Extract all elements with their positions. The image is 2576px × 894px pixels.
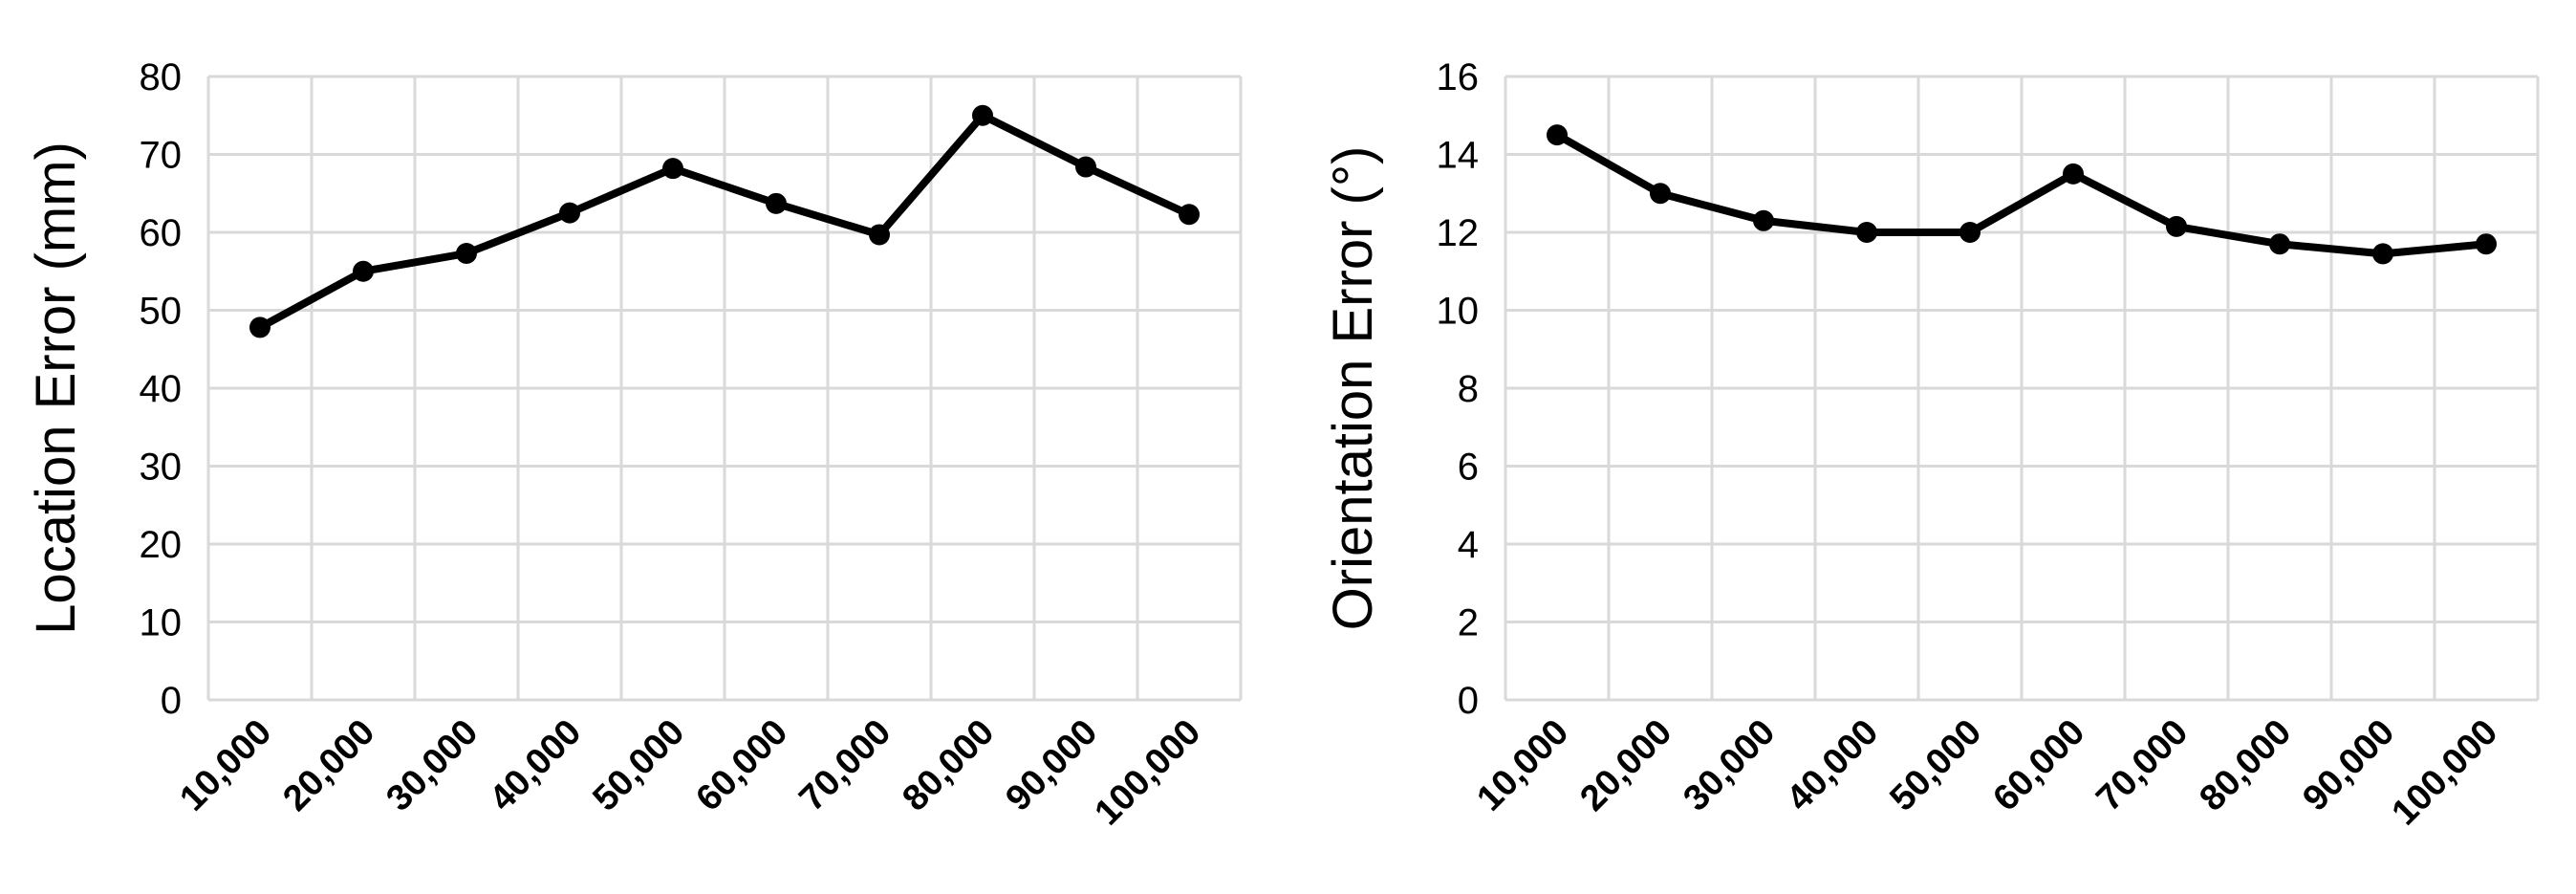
y-tick-label: 10 xyxy=(1437,291,1480,333)
y-tick-label: 20 xyxy=(140,524,183,566)
y-tick-label: 0 xyxy=(1458,680,1479,722)
x-tick-label: 80,000 xyxy=(895,712,1002,819)
data-point xyxy=(2269,233,2290,255)
x-tick-label: 50,000 xyxy=(585,712,692,819)
y-tick-label: 16 xyxy=(1437,56,1480,98)
y-tick-label: 14 xyxy=(1437,135,1480,177)
series-line xyxy=(256,111,1193,332)
series-line xyxy=(1553,131,2490,258)
data-point xyxy=(1179,204,1200,226)
y-tick-label: 60 xyxy=(140,212,183,254)
x-tick-label: 70,000 xyxy=(2089,712,2196,819)
data-point xyxy=(972,104,993,126)
x-tick-label: 30,000 xyxy=(379,712,486,819)
x-tick-label: 10,000 xyxy=(172,712,279,819)
y-axis-label: Orientation Error (°) xyxy=(1322,146,1384,631)
y-tick-label: 70 xyxy=(140,135,183,177)
x-tick-label: 100,000 xyxy=(2385,712,2506,834)
y-tick-label: 2 xyxy=(1458,602,1479,644)
x-tick-label: 20,000 xyxy=(275,712,382,819)
location-error-chart: 0 10 20 30 40 50 60 70 80 10,00020,00030,00040,00… xyxy=(25,56,1243,834)
y-tick-label: 4 xyxy=(1458,524,1479,566)
data-point xyxy=(1753,209,1774,231)
data-point xyxy=(662,158,683,180)
data-point xyxy=(456,243,477,265)
data-point xyxy=(559,202,580,224)
data-point xyxy=(1856,222,1877,243)
x-tick-label: 60,000 xyxy=(688,712,795,819)
y-tick-label: 0 xyxy=(161,680,182,722)
data-point xyxy=(1075,156,1096,178)
x-tick-label: 30,000 xyxy=(1676,712,1783,819)
data-point xyxy=(869,224,890,246)
y-tick-label: 30 xyxy=(140,447,183,489)
y-tick-label: 50 xyxy=(140,291,183,333)
x-tick-label: 80,000 xyxy=(2192,712,2299,819)
x-tick-label: 40,000 xyxy=(482,712,589,819)
y-tick-label: 8 xyxy=(1458,368,1479,410)
data-point xyxy=(1547,124,1568,146)
data-point xyxy=(766,192,787,214)
data-point xyxy=(2476,233,2497,255)
data-point xyxy=(1959,222,1981,243)
y-tick-label: 12 xyxy=(1437,212,1480,254)
x-tick-label: 100,000 xyxy=(1088,712,1209,834)
x-tick-label: 70,000 xyxy=(791,712,898,819)
x-tick-label: 20,000 xyxy=(1572,712,1679,819)
y-axis-label: Location Error (mm) xyxy=(25,142,87,635)
data-point xyxy=(1650,183,1671,205)
x-tick-label: 50,000 xyxy=(1882,712,1989,819)
y-tick-label: 10 xyxy=(140,602,183,644)
y-tick-label: 6 xyxy=(1458,447,1479,489)
data-point xyxy=(2063,163,2084,185)
data-point xyxy=(2166,215,2187,237)
x-tick-label: 60,000 xyxy=(1985,712,2092,819)
data-point xyxy=(2372,243,2393,265)
x-tick-label: 10,000 xyxy=(1469,712,1576,819)
orientation-error-chart: 0 2 4 6 8 10 12 14 16 10,00020,00030,00040,00050,… xyxy=(1322,56,2540,834)
data-point xyxy=(249,316,271,338)
data-point xyxy=(353,260,374,282)
y-tick-label: 80 xyxy=(140,56,183,98)
y-tick-label: 40 xyxy=(140,368,183,410)
x-tick-label: 40,000 xyxy=(1779,712,1886,819)
